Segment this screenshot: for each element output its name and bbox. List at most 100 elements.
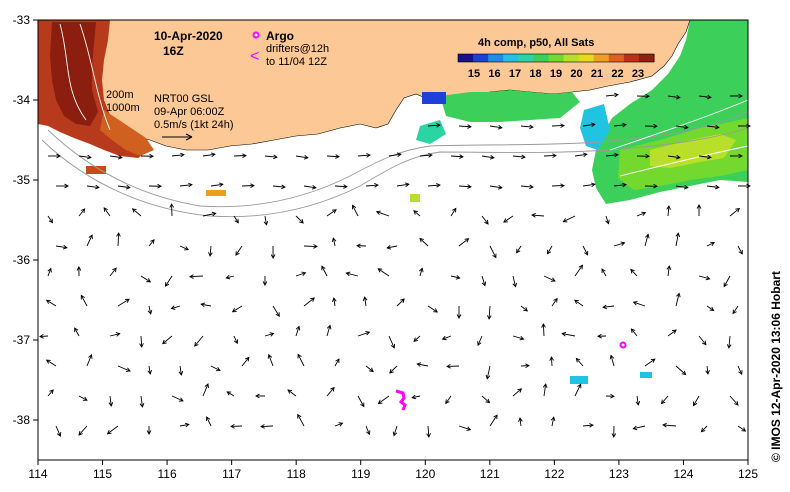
current-arrow	[179, 422, 190, 428]
current-arrow	[481, 275, 487, 287]
current-arrow	[574, 383, 582, 397]
current-arrow	[108, 395, 114, 407]
y-axis: -33 -34 -35 -36 -37 -38	[13, 13, 38, 427]
current-arrow	[189, 274, 204, 279]
current-arrow	[732, 305, 739, 315]
current-arrow	[489, 125, 503, 130]
current-arrow	[362, 296, 368, 307]
current-arrow	[582, 122, 596, 128]
current-arrow	[450, 154, 464, 159]
current-arrow	[601, 268, 607, 277]
current-arrow	[411, 394, 421, 400]
current-arrow	[485, 365, 491, 380]
current-arrow	[597, 333, 607, 339]
current-arrow	[241, 356, 250, 367]
current-arrow	[357, 395, 365, 408]
current-arrow	[427, 305, 439, 313]
current-arrow	[377, 395, 390, 405]
current-arrow	[303, 244, 318, 249]
y-tick-label: -35	[13, 173, 31, 187]
current-arrow	[47, 267, 52, 277]
current-arrow	[231, 305, 243, 313]
current-arrow	[675, 232, 681, 247]
current-arrow	[162, 335, 173, 345]
current-arrow	[582, 423, 594, 428]
current-arrow	[147, 305, 153, 315]
drifters-line-2: to 11/04 12Z	[266, 56, 327, 68]
current-arrow	[605, 215, 610, 225]
current-arrow	[693, 395, 700, 407]
current-arrow	[675, 124, 689, 130]
current-arrow	[630, 328, 638, 337]
current-arrow	[86, 184, 100, 190]
isobath-label-200: 200m	[106, 89, 134, 101]
colorbar-swatch	[563, 54, 580, 62]
current-arrow	[326, 324, 332, 337]
colorbar-swatch	[638, 54, 655, 62]
current-arrow	[644, 183, 658, 189]
current-arrow	[723, 275, 731, 288]
current-arrow	[272, 184, 286, 190]
current-arrow	[550, 416, 556, 427]
current-arrow	[481, 395, 491, 404]
current-arrow	[210, 182, 224, 188]
current-arrow	[416, 362, 429, 367]
x-tick-label: 121	[480, 467, 500, 481]
sst-pixel	[206, 190, 226, 196]
current-arrow	[267, 353, 274, 367]
current-arrow	[574, 152, 588, 158]
current-arrow	[47, 389, 54, 397]
current-arrow	[543, 153, 557, 158]
current-arrow	[518, 417, 523, 427]
current-arrow	[726, 335, 732, 349]
current-arrow	[45, 359, 57, 367]
colorbar-swatch	[548, 54, 565, 62]
current-arrow	[644, 123, 658, 129]
current-arrow	[481, 215, 489, 225]
current-arrow	[551, 297, 558, 307]
current-arrow	[675, 365, 687, 376]
isobath-200	[47, 111, 749, 208]
current-arrow	[660, 395, 669, 405]
current-arrow	[541, 323, 546, 337]
current-arrow	[171, 152, 185, 158]
current-arrow	[164, 275, 173, 287]
current-arrow	[233, 335, 239, 345]
current-arrow	[109, 332, 121, 337]
current-arrow	[241, 183, 255, 188]
current-arrow	[303, 297, 315, 307]
current-arrow	[200, 302, 212, 308]
current-arrow	[260, 424, 274, 429]
current-arrow	[202, 383, 209, 397]
colorbar-outline	[457, 53, 655, 63]
current-arrow	[458, 238, 470, 247]
current-arrow	[458, 425, 472, 431]
x-tick-label: 118	[287, 467, 306, 481]
current-arrow	[551, 123, 565, 128]
current-arrow	[582, 182, 596, 188]
current-arrow	[698, 94, 712, 100]
current-model-info: NRT00 GSL 09-Apr 06:00Z 0.5m/s (1kt 24h)	[154, 93, 233, 141]
current-arrow	[706, 241, 716, 247]
current-arrow	[737, 365, 743, 376]
current-arrow	[551, 183, 565, 188]
colorbar-swatch	[473, 54, 489, 62]
current-arrow	[233, 215, 239, 224]
drifter-legend-icon: <	[250, 48, 259, 65]
current-arrow	[365, 365, 374, 373]
current-arrow	[419, 237, 429, 247]
current-arrow	[388, 152, 402, 157]
current-arrow	[706, 124, 720, 130]
current-arrow	[148, 239, 155, 247]
current-arrow	[392, 425, 398, 437]
current-arrow	[605, 92, 619, 98]
current-arrow	[78, 208, 86, 217]
current-arrow	[139, 395, 145, 408]
isobath-label-1000: 1000m	[106, 102, 140, 114]
current-arrow	[202, 152, 216, 158]
vector-scale-arrowhead	[185, 133, 193, 141]
current-arrow	[103, 207, 111, 217]
colorbar-swatch	[503, 54, 519, 62]
colorbar-swatch	[623, 54, 640, 62]
